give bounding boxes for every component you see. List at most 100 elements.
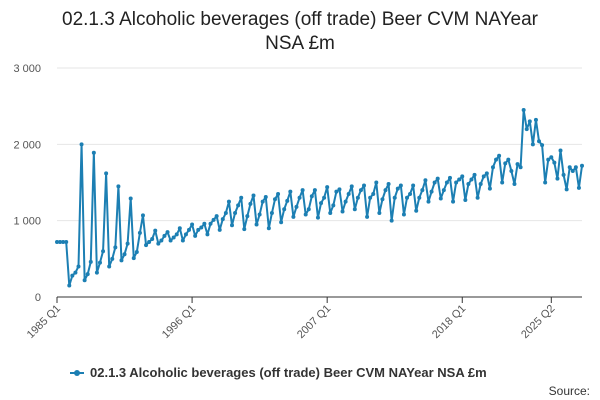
data-point[interactable] <box>472 172 477 177</box>
data-point[interactable] <box>352 207 357 212</box>
data-point[interactable] <box>349 184 354 189</box>
data-point[interactable] <box>414 208 419 213</box>
data-point[interactable] <box>297 195 302 200</box>
data-point[interactable] <box>131 256 136 261</box>
data-point[interactable] <box>521 107 526 112</box>
data-point[interactable] <box>555 176 560 181</box>
data-point[interactable] <box>285 198 290 203</box>
data-point[interactable] <box>251 193 256 198</box>
data-point[interactable] <box>573 165 578 170</box>
data-point[interactable] <box>405 195 409 200</box>
data-point[interactable] <box>389 218 394 223</box>
data-point[interactable] <box>199 225 204 230</box>
legend[interactable]: 02.1.3 Alcoholic beverages (off trade) B… <box>70 365 487 380</box>
data-point[interactable] <box>147 240 152 245</box>
data-point[interactable] <box>70 273 75 278</box>
data-point[interactable] <box>174 232 179 237</box>
data-point[interactable] <box>484 171 489 176</box>
data-point[interactable] <box>165 230 170 235</box>
data-point[interactable] <box>61 240 66 245</box>
data-point[interactable] <box>208 221 213 226</box>
data-point[interactable] <box>76 264 81 269</box>
data-point[interactable] <box>300 188 305 193</box>
data-point[interactable] <box>282 207 287 212</box>
data-point[interactable] <box>374 180 379 185</box>
data-point[interactable] <box>162 233 167 238</box>
data-point[interactable] <box>426 199 431 204</box>
data-point[interactable] <box>543 180 548 185</box>
data-point[interactable] <box>392 195 397 200</box>
data-point[interactable] <box>266 226 271 231</box>
data-point[interactable] <box>429 189 434 194</box>
data-point[interactable] <box>140 213 145 218</box>
data-point[interactable] <box>328 211 333 216</box>
data-point[interactable] <box>546 157 551 162</box>
data-point[interactable] <box>408 191 413 196</box>
data-point[interactable] <box>490 165 495 170</box>
data-point[interactable] <box>358 188 363 193</box>
data-point[interactable] <box>552 160 557 165</box>
data-point[interactable] <box>150 236 155 241</box>
data-point[interactable] <box>580 163 584 168</box>
data-point[interactable] <box>561 172 566 177</box>
data-point[interactable] <box>137 230 142 235</box>
data-point[interactable] <box>371 191 376 196</box>
data-point[interactable] <box>527 119 532 124</box>
data-point[interactable] <box>362 183 367 188</box>
data-point[interactable] <box>272 197 277 202</box>
data-point[interactable] <box>294 204 299 209</box>
data-point[interactable] <box>190 222 195 227</box>
data-point[interactable] <box>55 240 59 245</box>
data-point[interactable] <box>156 241 161 246</box>
series-line[interactable] <box>57 108 583 287</box>
data-point[interactable] <box>512 182 517 187</box>
data-point[interactable] <box>549 155 554 160</box>
data-point[interactable] <box>312 188 317 193</box>
data-point[interactable] <box>94 270 99 275</box>
data-point[interactable] <box>438 196 443 201</box>
data-point[interactable] <box>451 199 456 204</box>
data-point[interactable] <box>540 143 545 148</box>
data-point[interactable] <box>91 150 96 155</box>
data-point[interactable] <box>340 209 345 214</box>
data-point[interactable] <box>254 222 259 227</box>
data-point[interactable] <box>380 197 385 202</box>
data-point[interactable] <box>315 215 320 220</box>
data-point[interactable] <box>457 177 462 182</box>
data-point[interactable] <box>386 182 391 187</box>
data-point[interactable] <box>242 227 247 232</box>
data-point[interactable] <box>291 214 296 219</box>
data-point[interactable] <box>183 232 188 237</box>
data-point[interactable] <box>576 185 581 190</box>
data-point[interactable] <box>217 227 222 232</box>
data-point[interactable] <box>515 162 520 167</box>
data-point[interactable] <box>570 169 575 174</box>
data-point[interactable] <box>110 256 115 261</box>
data-point[interactable] <box>346 191 351 196</box>
data-point[interactable] <box>503 161 508 166</box>
data-point[interactable] <box>202 221 207 226</box>
data-point[interactable] <box>79 142 84 147</box>
data-point[interactable] <box>128 196 133 201</box>
data-point[interactable] <box>500 180 505 185</box>
data-point[interactable] <box>322 195 327 200</box>
data-point[interactable] <box>558 148 563 153</box>
data-point[interactable] <box>187 227 192 232</box>
data-point[interactable] <box>509 169 514 174</box>
data-point[interactable] <box>248 201 253 206</box>
data-point[interactable] <box>180 238 185 243</box>
data-point[interactable] <box>122 252 127 257</box>
data-point[interactable] <box>441 188 446 193</box>
data-point[interactable] <box>230 223 234 228</box>
data-point[interactable] <box>211 217 216 222</box>
data-point[interactable] <box>343 199 348 204</box>
data-point[interactable] <box>506 157 511 162</box>
data-point[interactable] <box>454 180 459 185</box>
data-point[interactable] <box>245 214 250 219</box>
data-point[interactable] <box>383 188 388 193</box>
data-point[interactable] <box>478 182 483 187</box>
data-point[interactable] <box>159 238 164 243</box>
data-point[interactable] <box>444 180 449 185</box>
data-point[interactable] <box>205 232 210 237</box>
data-point[interactable] <box>481 174 486 179</box>
